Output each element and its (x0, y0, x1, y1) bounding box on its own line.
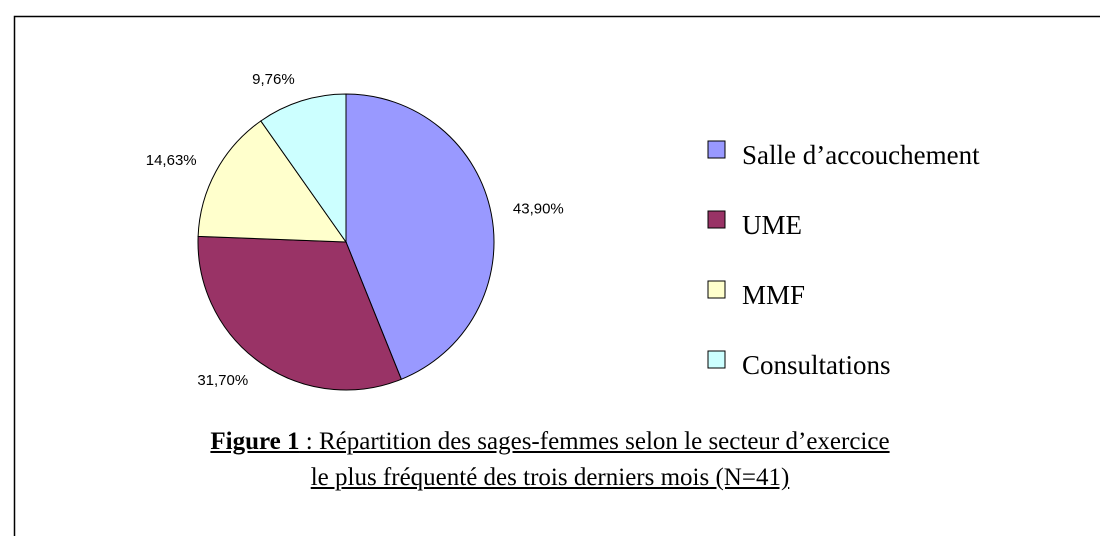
legend-label: MMF (742, 280, 805, 310)
legend-label: UME (742, 210, 802, 240)
caption: Figure 1 : Répartition des sages-femmes … (200, 424, 900, 496)
legend-label: Salle d’accouchement (742, 140, 980, 170)
pie-slice (260, 93, 347, 244)
pie-slice (197, 120, 347, 243)
data-label: 43,90% (513, 201, 564, 218)
legend-swatch (707, 210, 726, 229)
data-label: 14,63% (146, 152, 197, 169)
figure-label: Figure 1 (210, 428, 300, 455)
legend-swatch (707, 140, 726, 159)
pie-slice (345, 93, 495, 380)
frame (13, 15, 1100, 536)
chart-title: : Répartition des sages-femmes selon le … (299, 428, 890, 491)
data-label: 9,76% (252, 71, 295, 88)
legend-swatch (707, 280, 726, 299)
legend-swatch (707, 350, 726, 369)
data-label: 31,70% (197, 372, 248, 389)
pie-slice (197, 235, 402, 391)
legend-label: Consultations (742, 350, 891, 380)
